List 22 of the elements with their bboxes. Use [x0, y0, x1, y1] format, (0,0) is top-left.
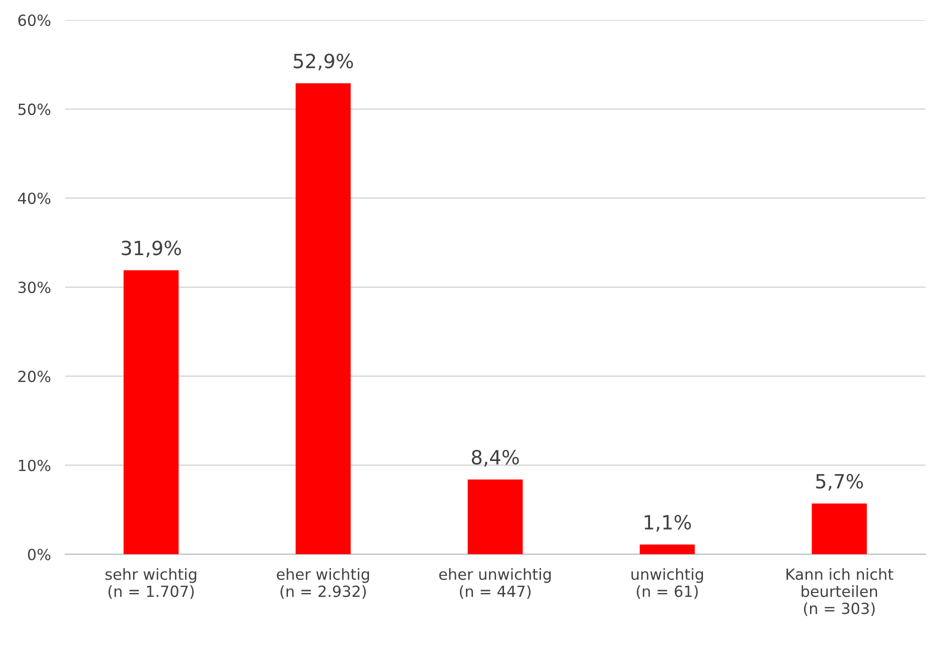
bar: [296, 83, 351, 554]
bar: [468, 479, 523, 554]
y-tick-label: 30%: [18, 282, 50, 294]
x-tick-label: eher unwichtig (n = 447): [439, 568, 551, 599]
bar: [124, 270, 179, 554]
bar: [640, 544, 695, 554]
y-tick-label: 0%: [28, 548, 50, 560]
x-tick-label: eher wichtig (n = 2.932): [276, 568, 369, 599]
x-tick-label: unwichtig (n = 61): [632, 568, 703, 599]
data-label: 52,9%: [294, 54, 353, 70]
x-tick-label: Kann ich nicht beurteilen (n = 303): [786, 568, 894, 616]
x-tick-label: sehr wichtig (n = 1.707): [105, 568, 196, 599]
bar: [812, 504, 867, 554]
y-tick-label: 10%: [18, 460, 50, 472]
y-tick-label: 50%: [18, 104, 50, 116]
data-label: 8,4%: [472, 450, 519, 467]
y-tick-label: 40%: [18, 192, 50, 204]
data-label: 5,7%: [816, 474, 863, 491]
data-label: 1,1%: [644, 514, 691, 532]
y-tick-label: 20%: [18, 370, 50, 382]
data-label: 31,9%: [122, 240, 181, 258]
y-tick-label: 60%: [18, 14, 50, 26]
